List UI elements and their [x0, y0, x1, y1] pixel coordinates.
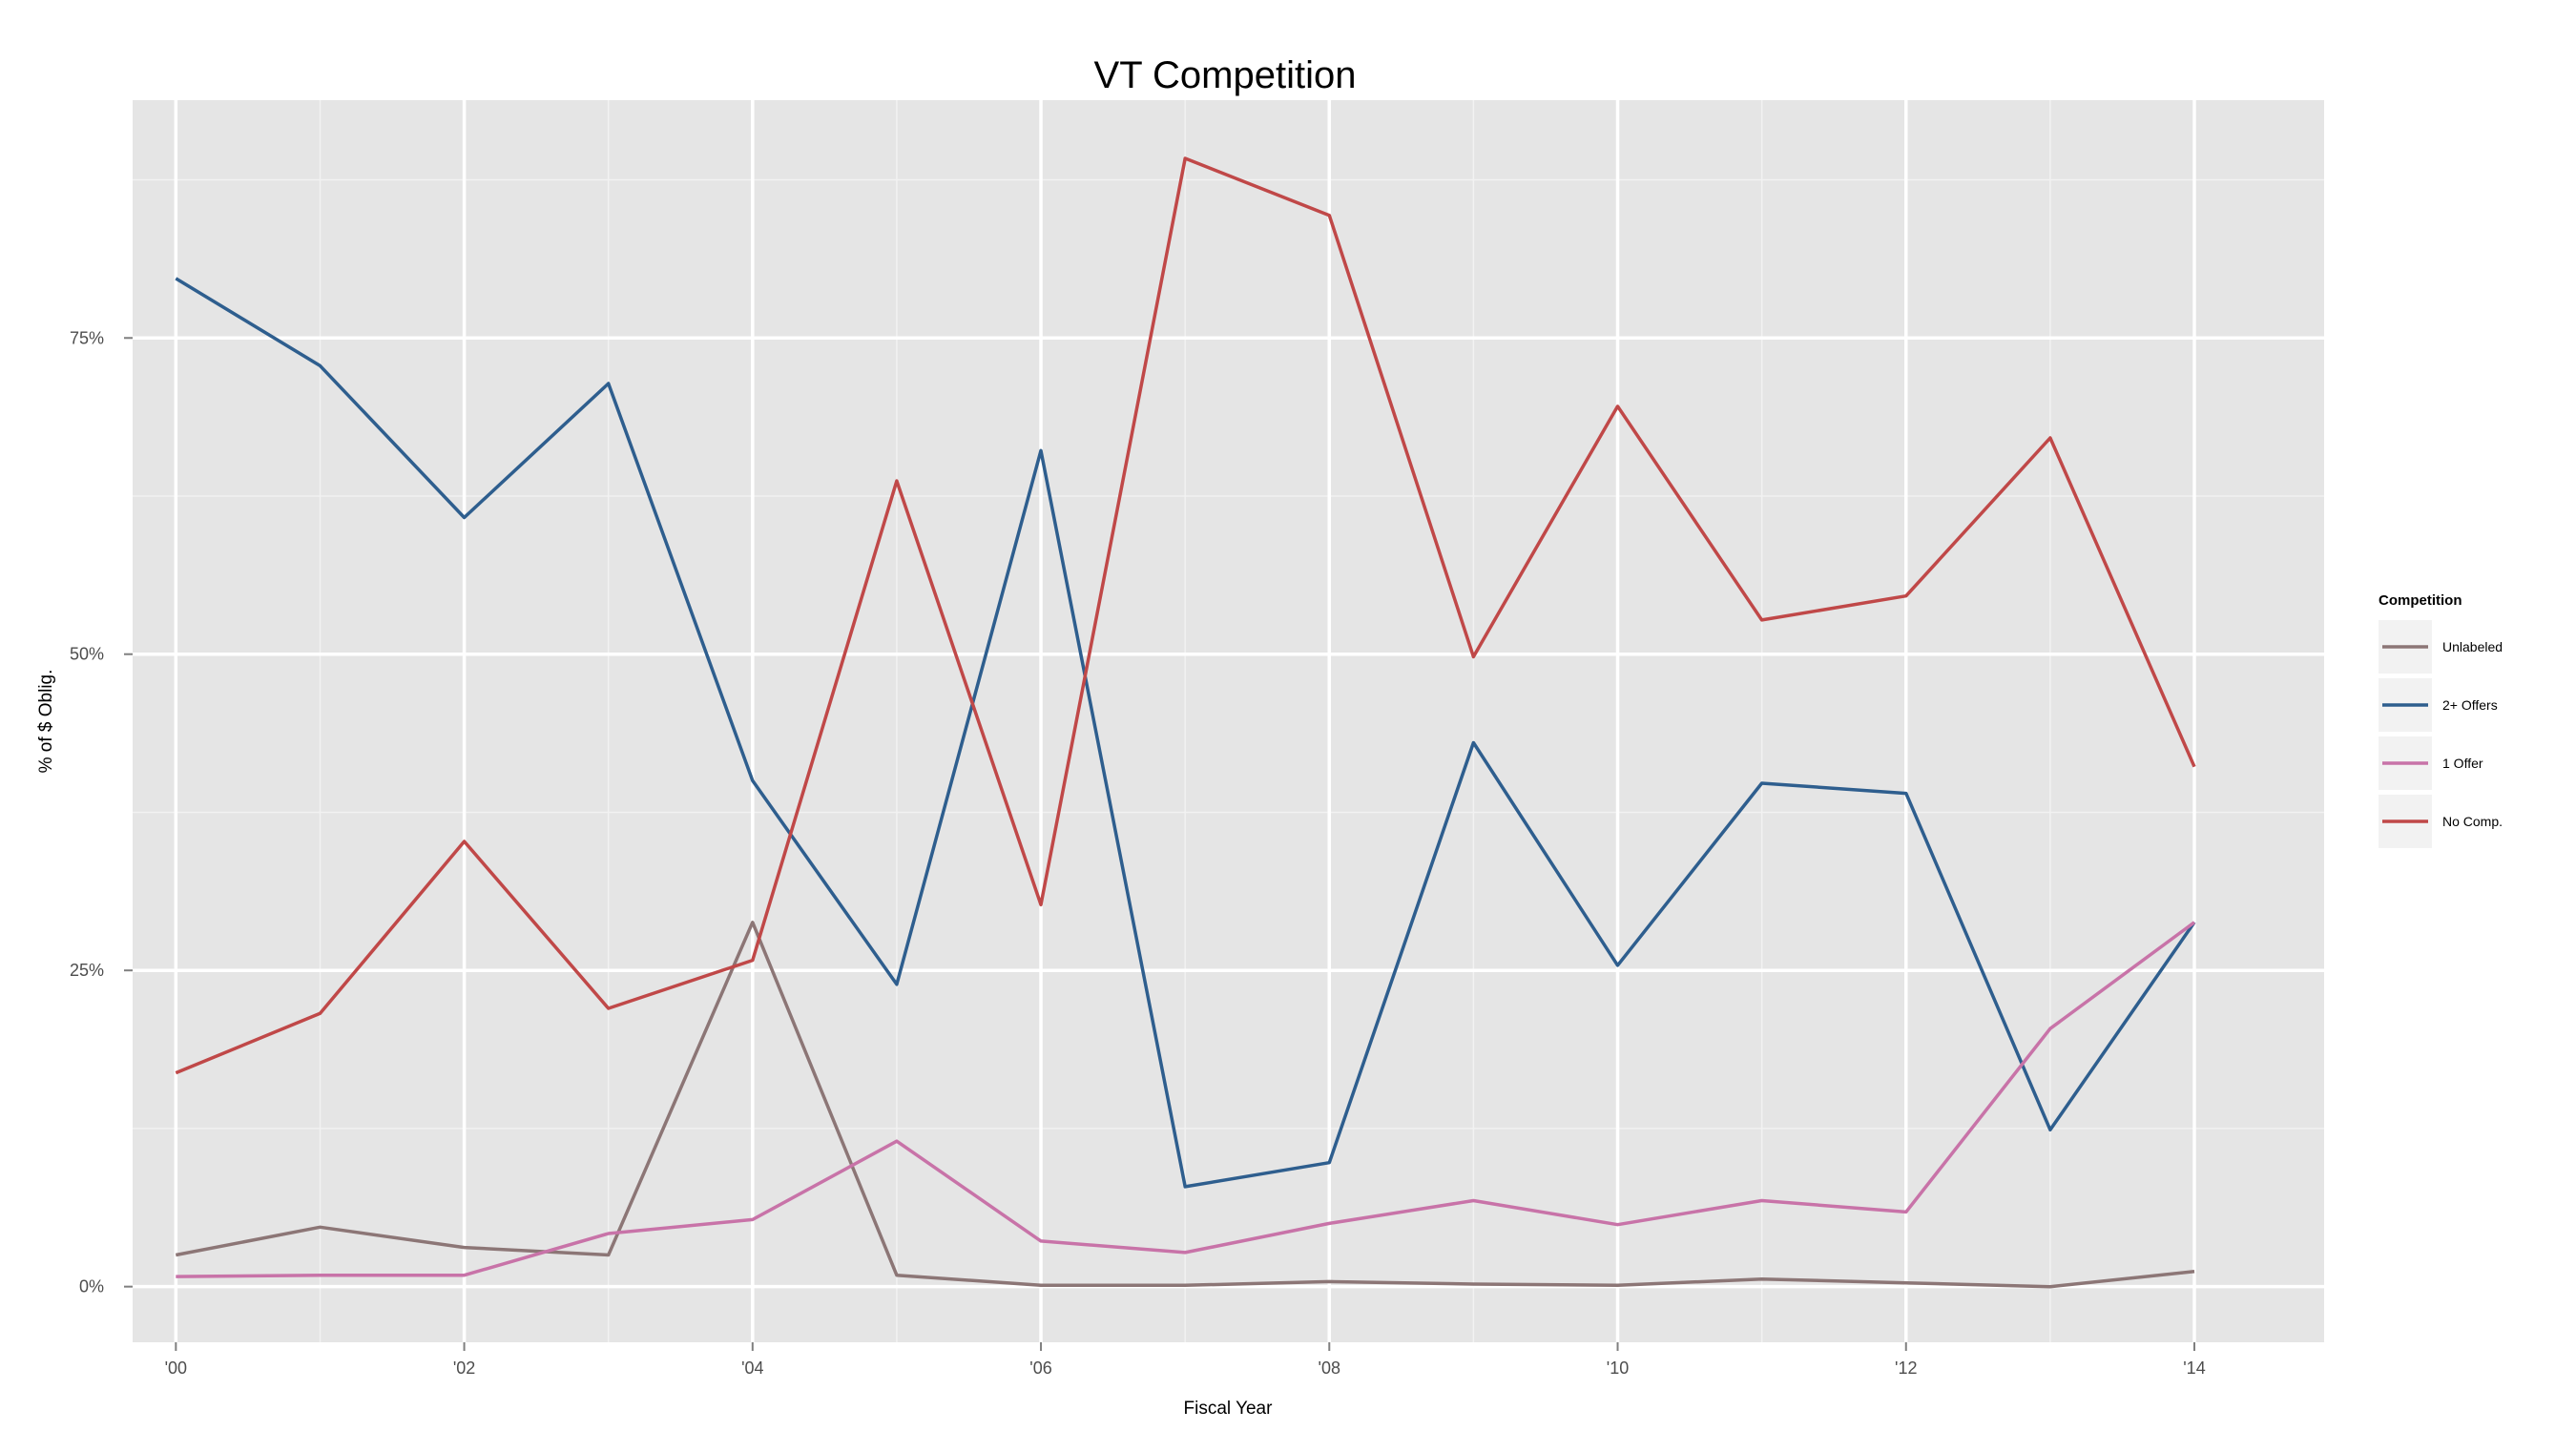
legend-item-unlabeled: Unlabeled — [2379, 620, 2503, 674]
legend-item-no-comp: No Comp. — [2379, 795, 2503, 848]
legend-label: 1 Offer — [2442, 756, 2483, 771]
x-tick-label: '10 — [1607, 1358, 1629, 1378]
y-tick-label: 75% — [70, 328, 104, 347]
y-axis-title: % of $ Oblig. — [36, 670, 56, 774]
legend-label: 2+ Offers — [2442, 697, 2498, 713]
plot-panel — [133, 100, 2324, 1342]
legend-items: Unlabeled 2+ Offers 1 Offer No Comp. — [2379, 620, 2503, 848]
legend: Competition Unlabeled 2+ Offers 1 Offer No … — [2379, 592, 2503, 848]
major-gridlines — [133, 100, 2324, 1342]
legend-title: Competition — [2379, 592, 2462, 609]
y-tick-labels: 0% 25% 50% 75% — [70, 328, 104, 1296]
series-line-1-offer — [176, 921, 2196, 1278]
y-tick-label: 25% — [70, 961, 104, 980]
chart-title: VT Competition — [1094, 54, 1357, 96]
series-line-no-comp — [175, 156, 2196, 1075]
x-axis-title: Fiscal Year — [1184, 1399, 1274, 1419]
x-tick-label: '02 — [453, 1358, 475, 1378]
x-tick-label: '00 — [165, 1358, 187, 1378]
legend-item-2-offers: 2+ Offers — [2379, 678, 2498, 732]
x-tick-label: '08 — [1319, 1358, 1340, 1378]
x-tick-label: '12 — [1895, 1358, 1917, 1378]
x-tick-label: '04 — [741, 1358, 763, 1378]
series-line-unlabeled — [175, 921, 2195, 1289]
series-line-2-offers — [175, 277, 2196, 1189]
minor-gridlines — [133, 100, 2324, 1342]
y-tick-label: 0% — [79, 1277, 104, 1296]
x-tick-labels: '00 '02 '04 '06 '08 '10 '12 '14 — [165, 1358, 2206, 1378]
legend-label: Unlabeled — [2442, 639, 2503, 654]
axis-ticks — [124, 337, 2195, 1351]
x-tick-label: '06 — [1029, 1358, 1051, 1378]
series-lines — [175, 156, 2196, 1289]
legend-label: No Comp. — [2442, 814, 2503, 829]
y-tick-label: 50% — [70, 645, 104, 664]
legend-item-1-offer: 1 Offer — [2379, 736, 2483, 790]
x-tick-label: '14 — [2183, 1358, 2205, 1378]
